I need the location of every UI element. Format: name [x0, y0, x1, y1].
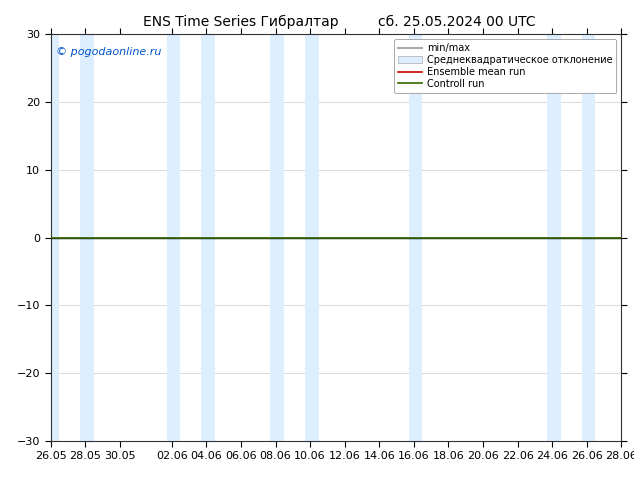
- Text: ENS Time Series Гибралтар: ENS Time Series Гибралтар: [143, 15, 339, 29]
- Bar: [409, 34, 422, 441]
- Bar: [547, 34, 561, 441]
- Bar: [270, 34, 284, 441]
- Text: сб. 25.05.2024 00 UTC: сб. 25.05.2024 00 UTC: [378, 15, 535, 29]
- Legend: min/max, Среднеквадратическое отклонение, Ensemble mean run, Controll run: min/max, Среднеквадратическое отклонение…: [394, 39, 616, 93]
- Text: © pogodaonline.ru: © pogodaonline.ru: [56, 47, 162, 56]
- Bar: [167, 34, 181, 441]
- Bar: [581, 34, 595, 441]
- Bar: [201, 34, 215, 441]
- Bar: [305, 34, 319, 441]
- Bar: [46, 34, 60, 441]
- Bar: [80, 34, 94, 441]
